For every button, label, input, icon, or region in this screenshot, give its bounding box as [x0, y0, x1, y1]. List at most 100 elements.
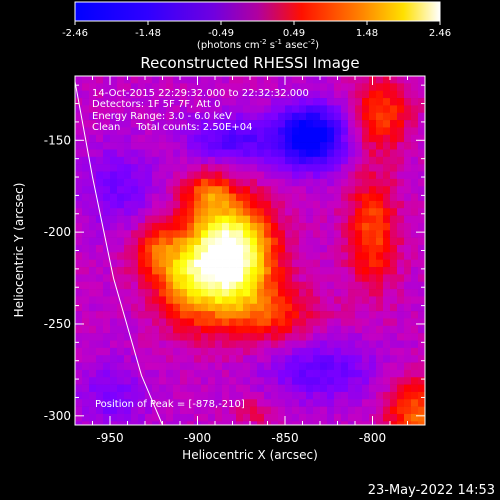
heatmap-cell	[89, 120, 97, 128]
heatmap-cell	[292, 289, 300, 297]
heatmap-cell	[124, 237, 132, 246]
heatmap-cell	[180, 156, 188, 165]
heatmap-cell	[131, 303, 139, 312]
heatmap-cell	[89, 377, 97, 385]
heatmap-cell	[285, 296, 293, 305]
heatmap-cell	[390, 281, 398, 290]
heatmap-cell	[145, 200, 153, 209]
heatmap-cell	[383, 377, 391, 385]
heatmap-cell	[236, 193, 244, 202]
heatmap-cell	[222, 120, 230, 128]
heatmap-cell	[187, 127, 195, 136]
heatmap-cell	[320, 311, 328, 319]
heatmap-cell	[117, 105, 125, 114]
heatmap-cell	[96, 120, 104, 128]
heatmap-cell	[313, 215, 321, 224]
heatmap-cell	[299, 200, 307, 209]
heatmap-cell	[278, 171, 286, 180]
heatmap-cell	[313, 391, 321, 400]
heatmap-cell	[166, 296, 174, 305]
heatmap-cell	[383, 237, 391, 246]
heatmap-cell	[82, 362, 90, 371]
heatmap-cell	[348, 142, 356, 150]
heatmap-cell	[264, 90, 272, 99]
heatmap-cell	[299, 325, 307, 334]
heatmap-cell	[173, 311, 181, 319]
heatmap-cell	[201, 347, 209, 356]
heatmap-cell	[397, 215, 405, 224]
heatmap-cell	[404, 252, 412, 260]
heatmap-cell	[348, 311, 356, 319]
heatmap-cell	[103, 193, 111, 202]
heatmap-cell	[299, 244, 307, 253]
heatmap-cell	[138, 406, 146, 415]
heatmap-cell	[96, 76, 104, 84]
heatmap-cell	[243, 296, 251, 305]
heatmap-cell	[327, 274, 335, 283]
heatmap-cell	[103, 90, 111, 99]
heatmap-cell	[208, 421, 216, 425]
heatmap-cell	[89, 237, 97, 246]
heatmap-cell	[411, 105, 419, 114]
heatmap-cell	[306, 406, 314, 415]
heatmap-cell	[138, 90, 146, 99]
heatmap-cell	[355, 164, 363, 172]
heatmap-cell	[348, 222, 356, 231]
heatmap-cell	[411, 164, 419, 172]
heatmap-cell	[341, 399, 349, 407]
heatmap-cell	[208, 237, 216, 246]
heatmap-cell	[299, 296, 307, 305]
heatmap-cell	[110, 355, 118, 363]
heatmap-cell	[82, 156, 90, 165]
heatmap-cell	[96, 98, 104, 106]
heatmap-cell	[418, 289, 425, 297]
heatmap-cell	[285, 105, 293, 114]
heatmap-cell	[110, 303, 118, 312]
heatmap-cell	[236, 281, 244, 290]
heatmap-cell	[362, 384, 370, 393]
heatmap-cell	[152, 171, 160, 180]
heatmap-cell	[173, 347, 181, 356]
heatmap-cell	[313, 377, 321, 385]
heatmap-cell	[243, 252, 251, 260]
heatmap-cell	[355, 274, 363, 283]
heatmap-cell	[348, 391, 356, 400]
heatmap-cell	[369, 406, 377, 415]
heatmap-cell	[292, 318, 300, 327]
heatmap-cell	[362, 178, 370, 187]
heatmap-cell	[299, 252, 307, 260]
heatmap-cell	[131, 296, 139, 305]
heatmap-cell	[341, 355, 349, 363]
heatmap-cell	[145, 377, 153, 385]
heatmap-cell	[152, 222, 160, 231]
heatmap-cell	[313, 98, 321, 106]
heatmap-cell	[159, 200, 167, 209]
heatmap-cell	[103, 134, 111, 143]
heatmap-cell	[173, 222, 181, 231]
heatmap-cell	[404, 98, 412, 106]
heatmap-cell	[292, 362, 300, 371]
heatmap-cell	[229, 186, 237, 194]
heatmap-cell	[362, 193, 370, 202]
heatmap-cell	[243, 112, 251, 121]
heatmap-cell	[208, 244, 216, 253]
heatmap-cell	[369, 252, 377, 260]
heatmap-cell	[187, 83, 195, 91]
heatmap-cell	[278, 318, 286, 327]
heatmap-cell	[285, 200, 293, 209]
heatmap-cell	[222, 311, 230, 319]
heatmap-cell	[362, 267, 370, 275]
heatmap-cell	[152, 164, 160, 172]
heatmap-cell	[285, 406, 293, 415]
heatmap-cell	[355, 200, 363, 209]
heatmap-cell	[411, 259, 419, 268]
heatmap-cell	[369, 208, 377, 216]
heatmap-cell	[117, 149, 125, 158]
heatmap-cell	[208, 83, 216, 91]
heatmap-cell	[390, 208, 398, 216]
heatmap-cell	[236, 244, 244, 253]
colorbar-tick-label: -2.46	[62, 28, 88, 39]
heatmap-cell	[117, 289, 125, 297]
heatmap-cell	[369, 391, 377, 400]
heatmap-cell	[222, 164, 230, 172]
